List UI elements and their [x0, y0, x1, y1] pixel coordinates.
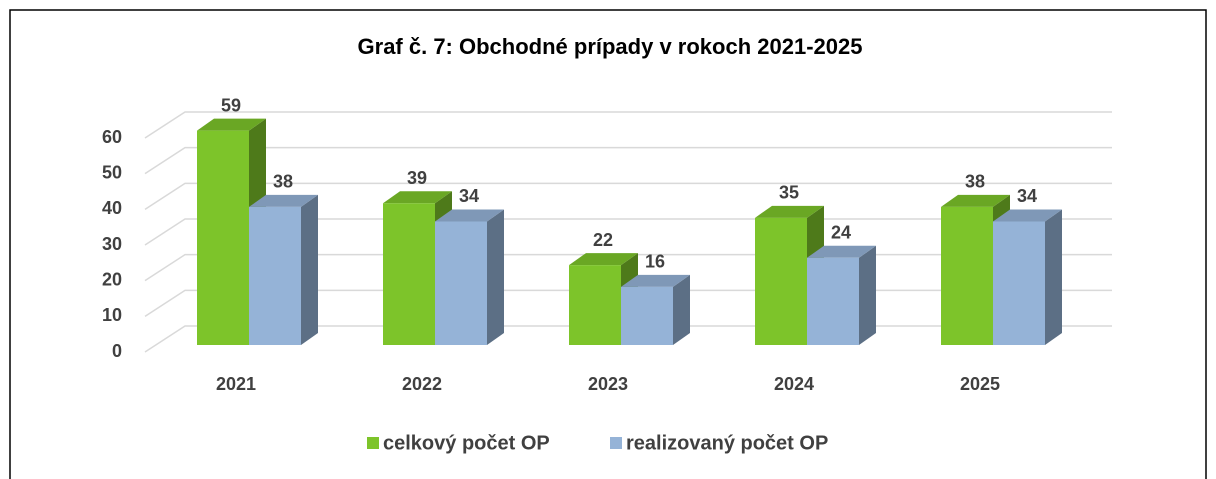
- y-tick-label: 40: [102, 198, 122, 218]
- data-label: 34: [1017, 186, 1037, 206]
- legend-swatch: [610, 437, 622, 449]
- y-tick-label: 30: [102, 234, 122, 254]
- bar-face: [673, 274, 690, 345]
- frame: [9, 9, 1207, 479]
- bar-face: [755, 205, 824, 218]
- data-label: 22: [593, 230, 613, 250]
- bar-face: [569, 265, 621, 345]
- x-tick-label: 2021: [216, 374, 256, 394]
- bar-face: [249, 194, 318, 207]
- y-tick-label: 10: [102, 305, 122, 325]
- data-label: 35: [779, 183, 799, 203]
- legend-label: celkový počet OP: [383, 432, 550, 454]
- bar-face: [1045, 209, 1062, 345]
- x-tick-label: 2023: [588, 374, 628, 394]
- y-tick-label: 60: [102, 127, 122, 147]
- data-label: 39: [407, 168, 427, 188]
- bar-face: [621, 274, 690, 287]
- y-tick-label: 20: [102, 269, 122, 289]
- bar-face: [487, 209, 504, 345]
- data-label: 34: [459, 186, 479, 206]
- bar-face: [807, 245, 876, 258]
- bar-face: [993, 209, 1062, 222]
- x-tick-label: 2024: [774, 374, 814, 394]
- legend-swatch: [367, 437, 379, 449]
- legend-label: realizovaný počet OP: [626, 432, 828, 454]
- chart-title: Graf č. 7: Obchodné prípady v rokoch 202…: [358, 34, 863, 59]
- bar: [249, 194, 318, 345]
- bar-face: [383, 191, 452, 204]
- x-tick-label: 2025: [960, 374, 1000, 394]
- grid-line: [144, 111, 1112, 139]
- bar-face: [621, 286, 673, 345]
- bar-face: [807, 257, 859, 345]
- bar-face: [993, 221, 1045, 345]
- grid-line: [144, 146, 1112, 175]
- bar-face: [249, 206, 301, 345]
- data-label: 38: [965, 172, 985, 192]
- y-tick-label: 50: [102, 162, 122, 182]
- bar-face: [383, 203, 435, 345]
- bar-face: [859, 245, 876, 345]
- bar-face: [435, 221, 487, 345]
- bar: [621, 274, 690, 345]
- bar-face: [941, 194, 1010, 207]
- bar: [807, 245, 876, 345]
- bar-face: [569, 253, 638, 266]
- bar: [435, 209, 504, 345]
- data-label: 24: [831, 223, 851, 243]
- bar-face: [435, 209, 504, 222]
- bar: [993, 209, 1062, 345]
- data-label: 16: [645, 252, 665, 272]
- bar-face: [197, 130, 249, 345]
- bar-face: [197, 118, 266, 131]
- x-tick-label: 2022: [402, 374, 442, 394]
- y-tick-label: 0: [112, 341, 122, 361]
- bar-face: [941, 206, 993, 345]
- data-label: 59: [221, 95, 241, 115]
- grid-line: [144, 182, 1112, 210]
- bar-face: [755, 217, 807, 345]
- bar-face: [301, 194, 318, 345]
- data-label: 38: [273, 172, 293, 192]
